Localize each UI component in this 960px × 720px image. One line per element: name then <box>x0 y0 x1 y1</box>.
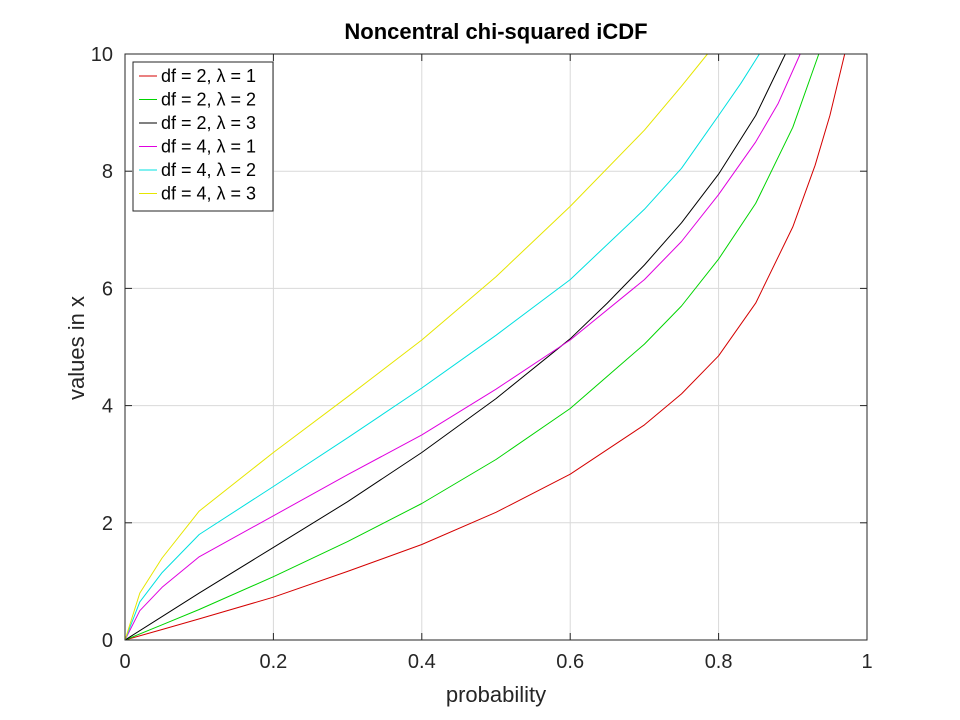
x-tick-label: 1 <box>861 651 872 673</box>
series-lines <box>124 53 846 641</box>
legend-label-2: df = 2, λ = 2 <box>161 90 256 110</box>
x-tick-label: 0.6 <box>556 651 584 673</box>
series-line-1 <box>124 53 846 641</box>
y-tick-label: 10 <box>91 44 113 66</box>
series-line-5 <box>124 53 760 641</box>
x-tick-label: 0.8 <box>705 651 733 673</box>
legend-label-1: df = 2, λ = 1 <box>161 66 256 86</box>
x-axis-label: probability <box>446 682 546 707</box>
series-line-3 <box>124 53 786 641</box>
y-tick-label: 4 <box>102 396 113 418</box>
y-axis-label: values in x <box>64 296 89 400</box>
axes-frame <box>124 53 868 641</box>
y-tick-label: 0 <box>102 630 113 652</box>
x-tick-label: 0.2 <box>259 651 287 673</box>
x-tick-label: 0 <box>119 651 130 673</box>
legend-box <box>132 61 274 212</box>
series-line-2 <box>124 53 820 641</box>
legend-label-3: df = 2, λ = 3 <box>161 113 256 133</box>
legend: df = 2, λ = 1 df = 2, λ = 2 df = 2, λ = 3 d… <box>132 61 274 212</box>
legend-label-6: df = 4, λ = 3 <box>161 184 256 204</box>
series-line-4 <box>124 53 801 641</box>
y-tick-label: 8 <box>102 161 113 183</box>
legend-label-4: df = 4, λ = 1 <box>161 137 256 157</box>
legend-label-5: df = 4, λ = 2 <box>161 160 256 180</box>
series-line-6 <box>124 53 708 641</box>
x-tick-label: 0.4 <box>408 651 436 673</box>
chart-title: Noncentral chi-squared iCDF <box>344 19 647 44</box>
y-tick-label: 6 <box>102 278 113 300</box>
y-tick-label: 2 <box>102 513 113 535</box>
axis-ticks <box>124 53 868 641</box>
